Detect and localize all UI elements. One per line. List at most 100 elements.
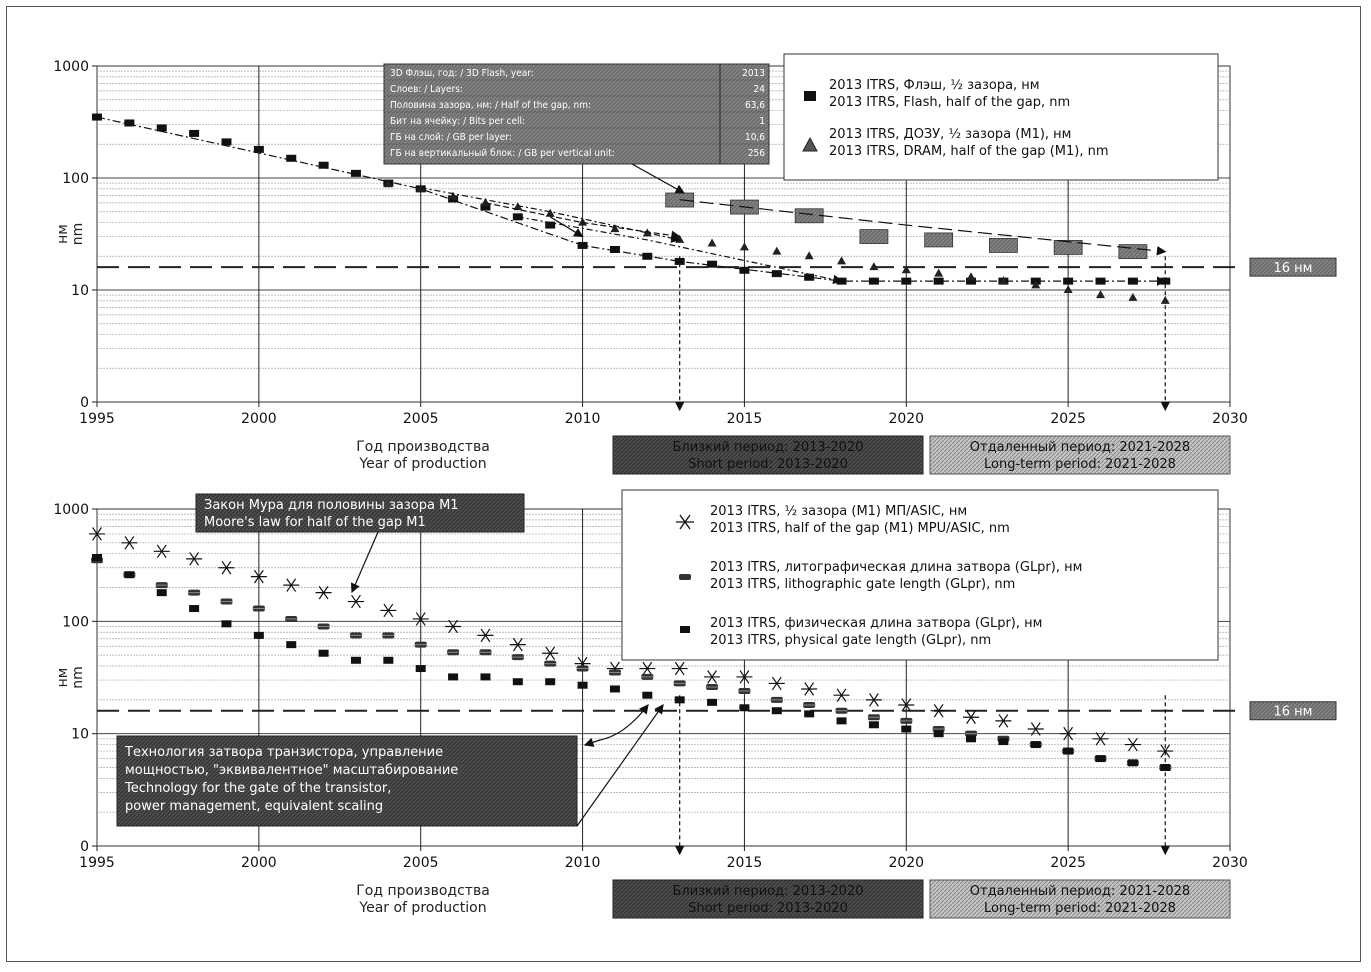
x-tick-label: 2020: [888, 855, 924, 871]
star-marker: [445, 619, 462, 634]
shaded-box-marker: [859, 229, 889, 244]
legend-phys-en: 2013 ITRS, physical gate length (GLpr), …: [710, 633, 991, 648]
shaded-box-marker: [1053, 240, 1083, 255]
legend-flash-en: 2013 ITRS, Flash, half of the gap, nm: [829, 95, 1070, 110]
square-marker: [92, 554, 102, 562]
square-marker: [707, 698, 718, 706]
label-16nm: 16 нм: [1274, 261, 1313, 276]
star-marker: [736, 670, 753, 684]
long-period-box: [929, 435, 1231, 475]
legend-flash-ru: 2013 ITRS, Флэш, ½ зазора, нм: [829, 78, 1040, 93]
triangle-marker: [804, 251, 814, 260]
star-marker: [380, 603, 397, 618]
x-tick-label: 2000: [241, 411, 277, 427]
gate-annotation-line: мощностью, "эквивалентное" масштабирован…: [125, 763, 458, 778]
trend-line: [96, 116, 1167, 286]
info-table-value: 63,6: [745, 100, 765, 111]
y-tick-label: 100: [62, 171, 89, 187]
triangle-marker: [901, 265, 911, 274]
moore-annotation-box: [195, 493, 525, 533]
square-marker: [189, 605, 200, 613]
star-marker: [250, 569, 267, 584]
square-marker: [415, 665, 426, 673]
info-table-arrow: [631, 163, 686, 194]
legend-litho-en: 2013 ITRS, lithographic gate length (GLp…: [710, 577, 1015, 592]
square-marker: [545, 221, 556, 229]
legend-dram-en: 2013 ITRS, DRAM, half of the gap (M1), n…: [829, 144, 1109, 159]
star-marker: [963, 710, 980, 724]
star-marker: [639, 661, 656, 676]
legend-litho-ru: 2013 ITRS, литографическая длина затвора…: [710, 560, 1082, 575]
star-marker: [347, 594, 364, 609]
square-marker: [674, 696, 685, 704]
square-marker: [156, 124, 167, 132]
x-tick-label: 1995: [79, 411, 115, 427]
y-tick-label: 0: [80, 839, 89, 855]
square-marker: [156, 589, 167, 597]
legend-dot-marker: [679, 574, 691, 580]
gate-arrow-left: [583, 737, 601, 747]
square-marker: [350, 656, 361, 664]
star-marker: [801, 682, 818, 696]
info-table-label: Слоев: / Layers:: [390, 84, 463, 95]
long-period-label-en: Long-term period: 2021-2028: [984, 457, 1176, 472]
square-marker: [674, 257, 685, 265]
triangle-marker: [1128, 292, 1138, 301]
square-marker: [1095, 755, 1106, 763]
triangle-marker: [966, 272, 976, 281]
info-table-label: Бит на ячейку: / Bits per cell:: [390, 116, 525, 127]
square-marker: [901, 725, 912, 733]
triangle-marker: [448, 191, 458, 200]
star-marker: [1027, 722, 1044, 736]
trend-line: [517, 216, 843, 285]
y-tick-label: 1000: [53, 59, 89, 75]
long-period-box: [929, 879, 1231, 919]
star-marker: [1124, 737, 1141, 752]
moore-annotation-en: Moore's law for half of the gap M1: [204, 515, 426, 530]
square-marker: [933, 730, 944, 738]
star-marker: [412, 612, 429, 626]
long-period-label-ru: Отдаленный период: 2021-2028: [970, 884, 1190, 899]
info-table-label: ГБ на вертикальный блок: / GB per vertic…: [390, 147, 615, 159]
square-marker: [253, 145, 264, 153]
y-axis-label-en: nm: [70, 223, 86, 246]
marks-layer: [89, 53, 1337, 919]
legend-mpu-ru: 2013 ITRS, ½ зазора (M1) МП/ASIC, нм: [710, 504, 967, 519]
info-table-label: Половина зазора, нм: / Half of the gap, …: [390, 100, 591, 111]
star-marker: [509, 637, 526, 652]
star-marker: [89, 527, 105, 541]
square-marker: [966, 277, 977, 285]
square-marker: [739, 266, 750, 274]
triangle-marker: [934, 268, 944, 277]
gate-arrow-up: [576, 704, 664, 827]
moore-annotation-ru: Закон Мура для половины зазора M1: [204, 498, 459, 513]
square-marker: [318, 649, 329, 657]
y-tick-label: 10: [71, 727, 89, 743]
triangle-marker: [739, 242, 749, 251]
y-axis-label: нм nm: [55, 223, 86, 246]
square-marker: [1095, 277, 1106, 285]
square-marker: [350, 169, 361, 177]
triangle-marker: [1031, 280, 1041, 289]
x-axis-label-en: Year of production: [358, 456, 486, 472]
square-marker: [771, 707, 782, 715]
long-period-label-en: Long-term period: 2021-2028: [984, 901, 1176, 916]
star-marker: [1157, 744, 1174, 758]
square-marker: [609, 245, 620, 253]
square-marker: [804, 710, 815, 718]
square-marker: [221, 620, 232, 628]
x-tick-label: 2015: [727, 855, 763, 871]
star-marker: [1092, 732, 1109, 746]
square-marker: [189, 129, 200, 137]
legend-dram-ru: 2013 ITRS, ДОЗУ, ½ зазора (M1), нм: [829, 127, 1071, 142]
legend-phys-ru: 2013 ITRS, физическая длина затвора (GLp…: [710, 616, 1042, 631]
y-tick-label: 1000: [53, 502, 89, 518]
trend-line: [485, 202, 681, 241]
short-period-box: [612, 435, 924, 475]
triangle-marker: [998, 276, 1008, 285]
legend-mpu-en: 2013 ITRS, half of the gap (M1) MPU/ASIC…: [710, 521, 1010, 536]
x-tick-label: 2005: [403, 855, 439, 871]
square-marker: [1063, 747, 1074, 755]
star-marker: [898, 698, 915, 712]
